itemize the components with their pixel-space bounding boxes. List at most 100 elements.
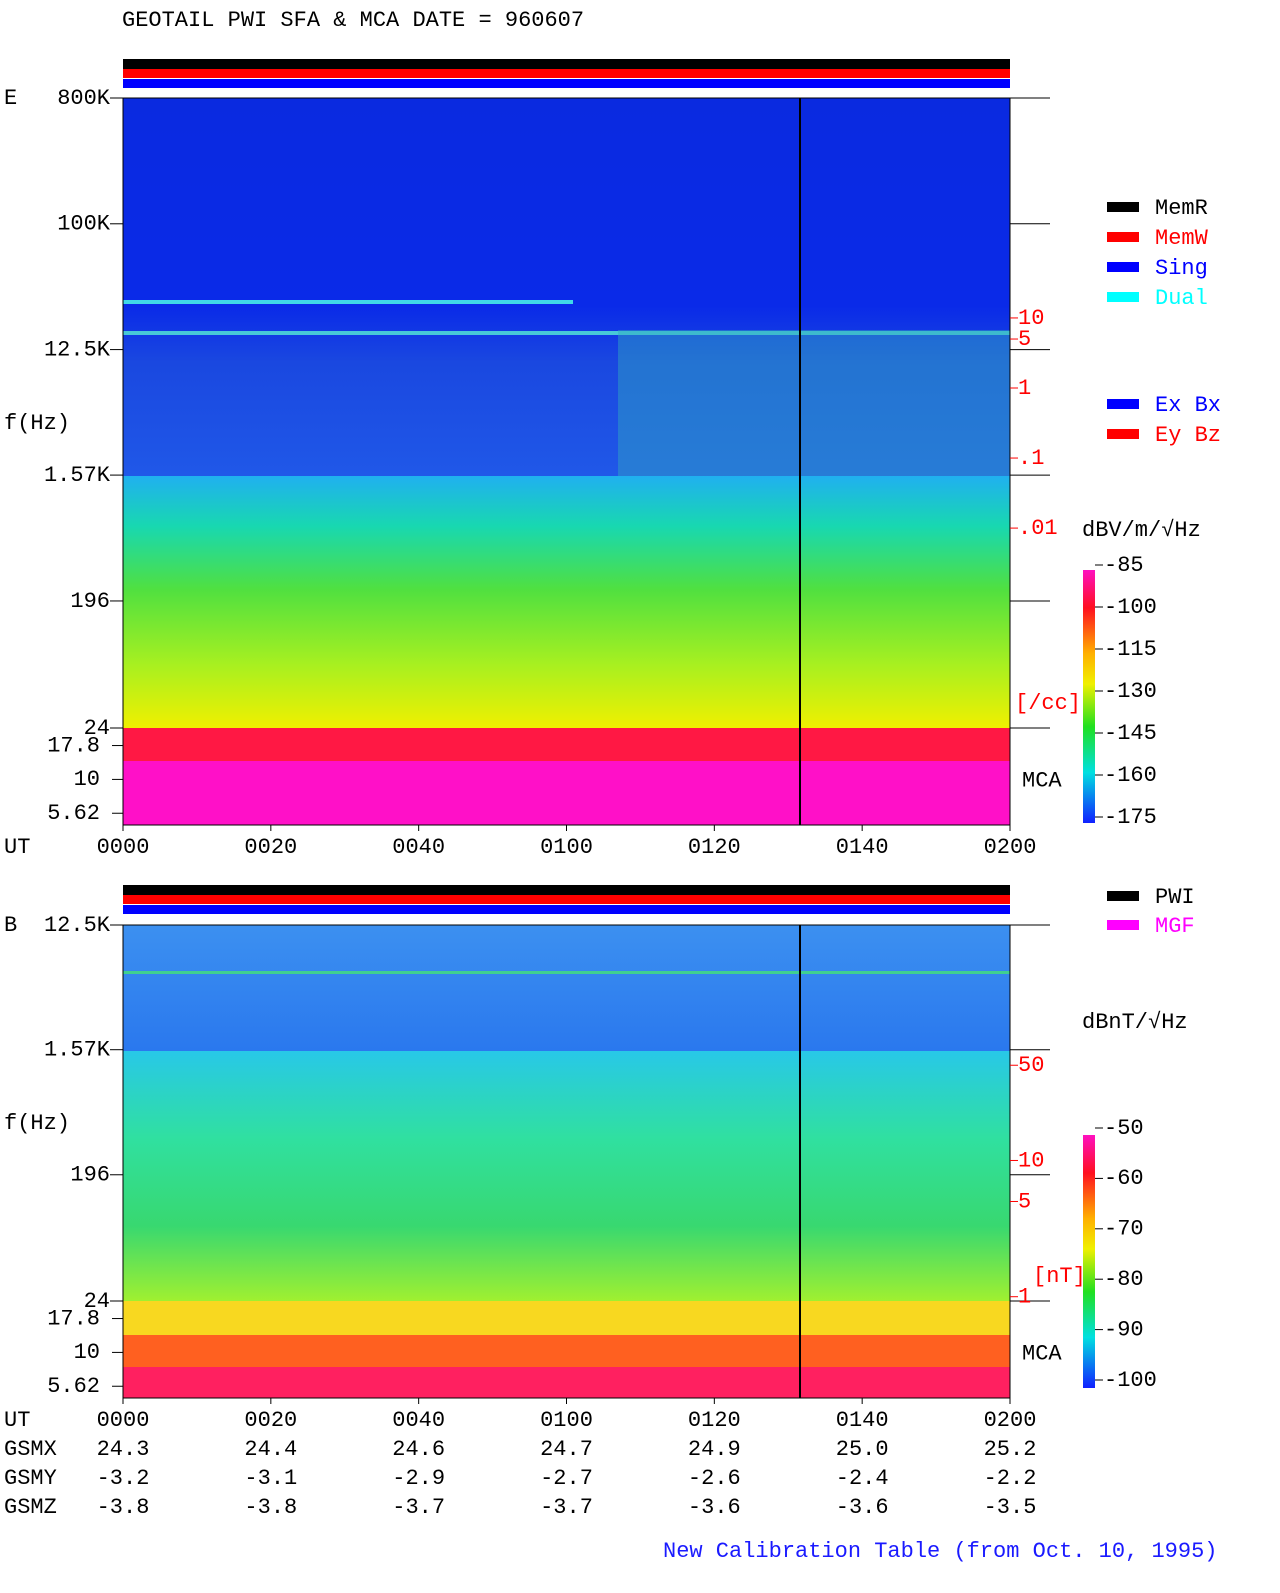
x-tick-label: 0020 bbox=[244, 1408, 297, 1433]
x-tick-label: 0040 bbox=[392, 835, 445, 860]
x-tick-label: 0000 bbox=[97, 835, 150, 860]
mca-label: MCA bbox=[1022, 1341, 1062, 1366]
density-tick-label: 5 bbox=[1018, 1189, 1031, 1214]
x-tick-label: 0100 bbox=[540, 835, 593, 860]
colorbar-tick-label: -85 bbox=[1104, 553, 1144, 578]
legend-swatch bbox=[1107, 292, 1139, 302]
colorbar-e bbox=[1083, 570, 1095, 823]
x-tick-label: 0140 bbox=[836, 1408, 889, 1433]
page-title: GEOTAIL PWI SFA & MCA DATE = 960607 bbox=[122, 8, 584, 33]
legend-swatch bbox=[1107, 262, 1139, 272]
colorbar-tick-label: -70 bbox=[1104, 1217, 1144, 1242]
y-tick-label: 24 bbox=[84, 1289, 110, 1314]
panel-label: B bbox=[4, 913, 17, 938]
y-tick-label: 1.57K bbox=[44, 1038, 111, 1063]
orbit-value: 24.3 bbox=[97, 1437, 150, 1462]
y-tick-label: 800K bbox=[57, 86, 111, 111]
colorbar-label: dBnT/√Hz bbox=[1082, 1010, 1188, 1035]
y-tick-label: 24 bbox=[84, 716, 110, 741]
colorbar-tick-label: -145 bbox=[1104, 721, 1157, 746]
colorbar-tick-label: -100 bbox=[1104, 1368, 1157, 1393]
mca-tick-label: 17.8 bbox=[47, 1306, 100, 1331]
x-tick-label: 0020 bbox=[244, 835, 297, 860]
colorbar-tick-label: -115 bbox=[1104, 637, 1157, 662]
density-tick-label: .1 bbox=[1018, 446, 1044, 471]
colorbar-tick-label: -175 bbox=[1104, 805, 1157, 830]
density-tick-label: 5 bbox=[1018, 327, 1031, 352]
legend-label: MemW bbox=[1155, 226, 1209, 251]
legend-swatch bbox=[1107, 232, 1139, 242]
colorbar-tick-label: -90 bbox=[1104, 1317, 1144, 1342]
legend-label: Sing bbox=[1155, 256, 1208, 281]
orbit-value: -2.9 bbox=[392, 1466, 445, 1491]
x-tick-label: 0200 bbox=[984, 1408, 1037, 1433]
legend-swatch bbox=[1107, 891, 1139, 901]
legend-label: MemR bbox=[1155, 196, 1208, 221]
orbit-value: -3.6 bbox=[836, 1495, 889, 1520]
mca-tick-label: 5.62 bbox=[47, 1374, 100, 1399]
orbit-value: -3.2 bbox=[97, 1466, 150, 1491]
legend-label: Dual bbox=[1155, 286, 1208, 311]
orbit-value: -2.4 bbox=[836, 1466, 889, 1491]
x-tick-label: 0100 bbox=[540, 1408, 593, 1433]
orbit-value: -3.8 bbox=[244, 1495, 297, 1520]
orbit-value: 24.7 bbox=[540, 1437, 593, 1462]
orbit-value: 24.9 bbox=[688, 1437, 741, 1462]
colorbar-tick-label: -80 bbox=[1104, 1267, 1144, 1292]
colorbar-tick-label: -100 bbox=[1104, 595, 1157, 620]
legend-label: PWI bbox=[1155, 885, 1195, 910]
density-tick-label: .01 bbox=[1018, 516, 1058, 541]
x-tick-label: 0200 bbox=[984, 835, 1037, 860]
y-tick-label: 12.5K bbox=[44, 337, 111, 362]
x-tick-label: 0120 bbox=[688, 1408, 741, 1433]
spectrogram-b bbox=[123, 925, 1010, 1398]
x-tick-label: 0000 bbox=[97, 1408, 150, 1433]
orbit-row-label: GSMZ bbox=[4, 1495, 57, 1520]
colorbar-tick-label: -160 bbox=[1104, 763, 1157, 788]
mca-tick-label: 5.62 bbox=[47, 801, 100, 826]
colorbar-tick-label: -60 bbox=[1104, 1166, 1144, 1191]
y-tick-label: 196 bbox=[70, 589, 110, 614]
orbit-value: 24.6 bbox=[392, 1437, 445, 1462]
legend-swatch bbox=[1107, 920, 1139, 930]
orbit-value: 25.0 bbox=[836, 1437, 889, 1462]
density-label: [/cc] bbox=[1015, 691, 1081, 716]
legend-swatch bbox=[1107, 202, 1139, 212]
mca-label: MCA bbox=[1022, 768, 1062, 793]
status-bars bbox=[123, 59, 1010, 914]
legend-label: Ey Bz bbox=[1155, 423, 1221, 448]
orbit-value: -3.7 bbox=[540, 1495, 593, 1520]
mca-tick-label: 10 bbox=[74, 767, 100, 792]
orbit-value: -3.7 bbox=[392, 1495, 445, 1520]
colorbar-tick-label: -130 bbox=[1104, 679, 1157, 704]
orbit-value: -2.2 bbox=[984, 1466, 1037, 1491]
y-axis-label: f(Hz) bbox=[4, 1111, 70, 1136]
orbit-value: -3.8 bbox=[97, 1495, 150, 1520]
colorbar-label: dBV/m/√Hz bbox=[1082, 518, 1201, 543]
legend-label: Ex Bx bbox=[1155, 393, 1221, 418]
orbit-value: 25.2 bbox=[984, 1437, 1037, 1462]
x-tick-label: 0040 bbox=[392, 1408, 445, 1433]
spectrogram-e bbox=[123, 98, 1010, 825]
density-tick-label: 1 bbox=[1018, 376, 1031, 401]
x-tick-label: 0140 bbox=[836, 835, 889, 860]
orbit-value: -3.1 bbox=[244, 1466, 297, 1491]
panel-label: E bbox=[4, 86, 17, 111]
x-axis-label: UT bbox=[4, 1408, 30, 1433]
legend-swatch bbox=[1107, 429, 1139, 439]
orbit-value: -3.5 bbox=[984, 1495, 1037, 1520]
footer-note: New Calibration Table (from Oct. 10, 199… bbox=[663, 1539, 1218, 1564]
y-tick-label: 196 bbox=[70, 1163, 110, 1188]
density-label: [nT] bbox=[1033, 1264, 1086, 1289]
x-tick-label: 0120 bbox=[688, 835, 741, 860]
orbit-value: -2.7 bbox=[540, 1466, 593, 1491]
mca-tick-label: 17.8 bbox=[47, 733, 100, 758]
y-axis-label: f(Hz) bbox=[4, 411, 70, 436]
colorbar-b bbox=[1083, 1135, 1095, 1388]
orbit-value: -3.6 bbox=[688, 1495, 741, 1520]
orbit-value: 24.4 bbox=[244, 1437, 297, 1462]
colorbar-tick-label: -50 bbox=[1104, 1116, 1144, 1141]
density-tick-label: 50 bbox=[1018, 1053, 1044, 1078]
